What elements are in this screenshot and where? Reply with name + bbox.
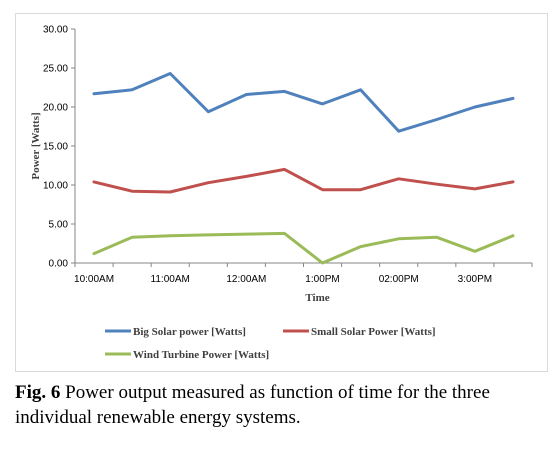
x-tick-label: 12:00AM bbox=[226, 274, 266, 285]
legend: Big Solar power [Watts] Small Solar Power… bbox=[105, 326, 436, 361]
series-line-3 bbox=[92, 231, 515, 265]
x-tick-label: 11:00AM bbox=[151, 274, 190, 285]
x-tick-label: 3:00PM bbox=[458, 274, 492, 285]
y-tick-label: 5.00 bbox=[49, 220, 69, 231]
chart-frame: 0.00 5.00 10.00 15.00 20.00 25.00 30.00 10:00A… bbox=[15, 13, 548, 372]
series-lines bbox=[92, 72, 515, 265]
y-tick-label: 10.00 bbox=[43, 181, 68, 192]
legend-label-3: Wind Turbine Power [Watts] bbox=[133, 349, 269, 361]
y-tick-label: 0.00 bbox=[49, 259, 69, 270]
x-tick-label: 02:00PM bbox=[379, 274, 419, 285]
figure-caption-text: Power output measured as function of tim… bbox=[15, 382, 490, 428]
figure-caption: Fig. 6 Power output measured as function… bbox=[15, 380, 555, 430]
line-chart: 0.00 5.00 10.00 15.00 20.00 25.00 30.00 10:00A… bbox=[30, 25, 533, 361]
series-line-2 bbox=[92, 167, 515, 194]
x-axis-title: Time bbox=[305, 292, 329, 304]
legend-label-2: Small Solar Power [Watts] bbox=[311, 326, 436, 338]
x-axis: 10:00AM 11:00AM 12:00AM 1:00PM 02:00PM 3:00PM bbox=[74, 262, 533, 285]
legend-label-1: Big Solar power [Watts] bbox=[133, 326, 246, 338]
series-line-1 bbox=[92, 72, 515, 133]
y-tick-label: 20.00 bbox=[43, 103, 68, 114]
x-tick-label: 10:00AM bbox=[74, 274, 114, 285]
y-axis-title: Power [Watts] bbox=[30, 112, 42, 179]
y-tick-label: 30.00 bbox=[43, 25, 68, 36]
y-axis: 0.00 5.00 10.00 15.00 20.00 25.00 30.00 bbox=[43, 25, 76, 270]
x-tick-label: 1:00PM bbox=[305, 274, 339, 285]
figure-label: Fig. 6 bbox=[15, 382, 61, 403]
y-tick-label: 15.00 bbox=[43, 142, 68, 153]
y-tick-label: 25.00 bbox=[43, 64, 68, 75]
